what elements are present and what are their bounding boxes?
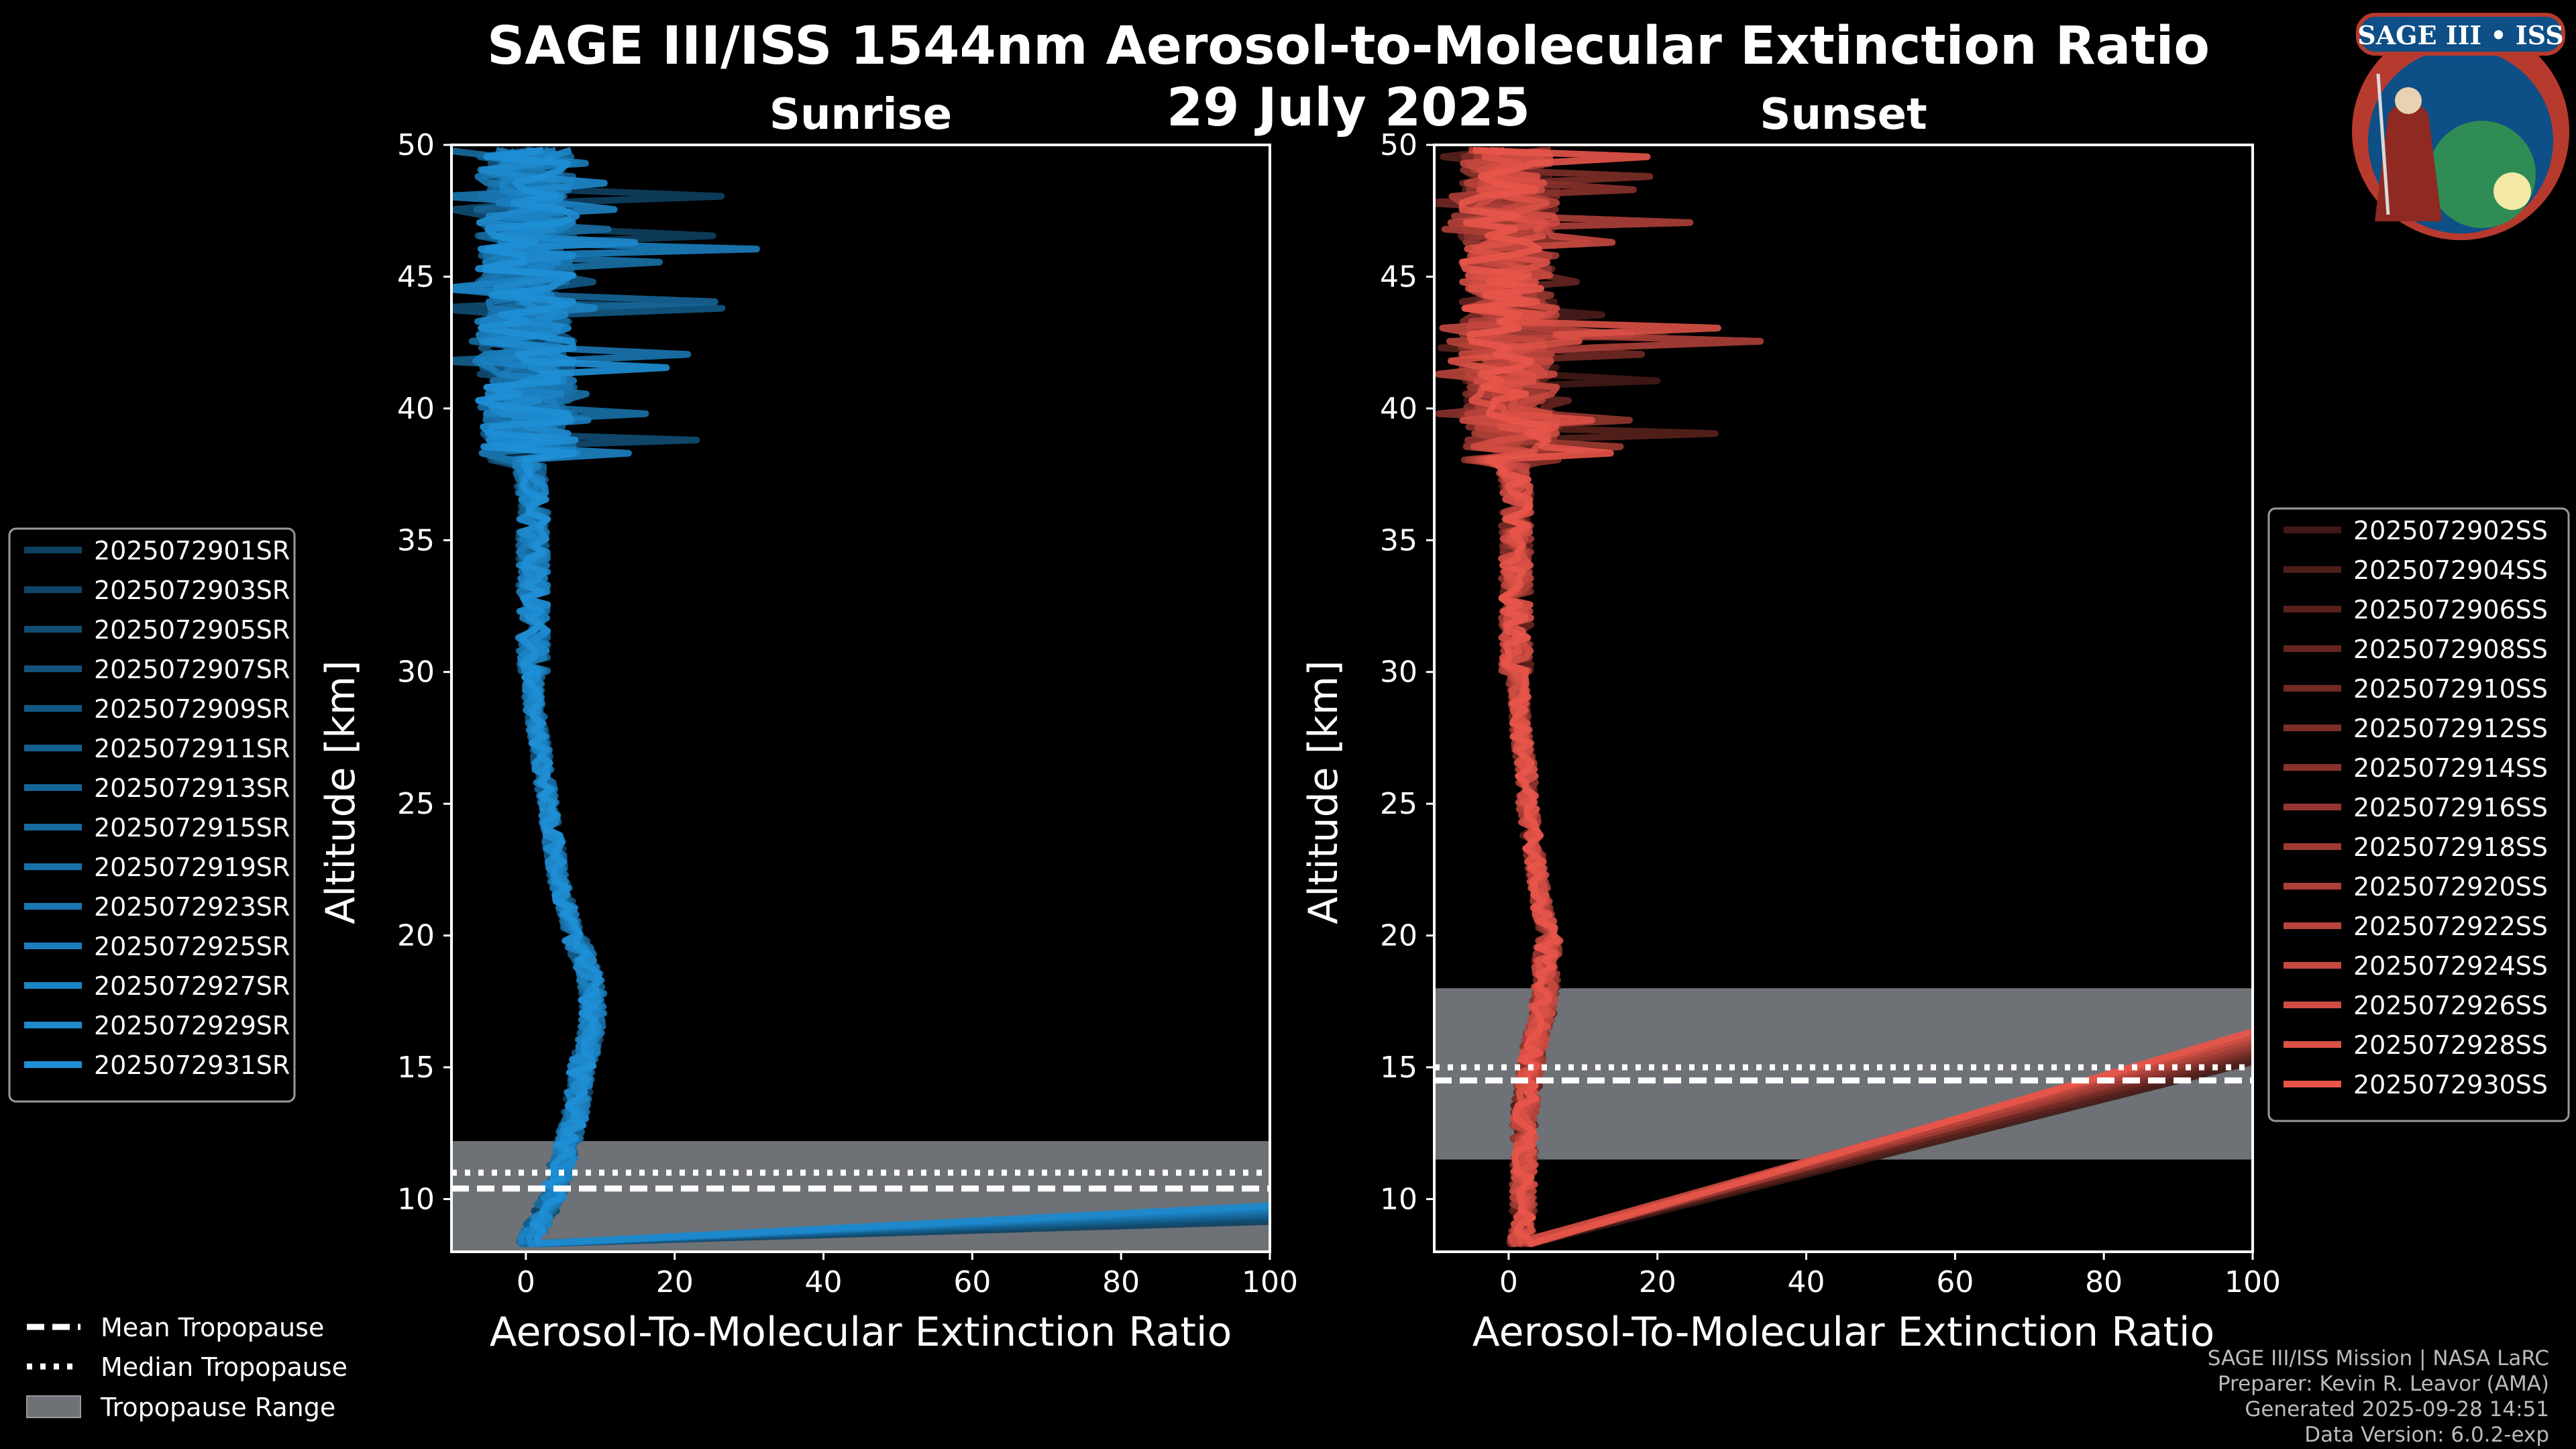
x-axis-label: Aerosol-To-Molecular Extinction Ratio bbox=[490, 1309, 1232, 1356]
y-tick-label: 30 bbox=[397, 655, 435, 690]
axes-frame bbox=[450, 144, 1271, 1253]
legend-entry-2025072920SS: 2025072920SS bbox=[2353, 872, 2548, 902]
legend-entry-2025072901SR: 2025072901SR bbox=[94, 536, 290, 566]
logo-figure-head bbox=[2395, 87, 2422, 114]
tropopause-range-label: Tropopause Range bbox=[100, 1393, 335, 1422]
legend-entry-2025072911SR: 2025072911SR bbox=[94, 734, 290, 763]
legend-entry-2025072924SS: 2025072924SS bbox=[2353, 951, 2548, 981]
logo-figure bbox=[2375, 101, 2442, 221]
legend-entry-2025072904SS: 2025072904SS bbox=[2353, 555, 2548, 585]
figure-title: SAGE III/ISS 1544nm Aerosol-to-Molecular… bbox=[487, 16, 2210, 76]
x-tick-label: 80 bbox=[1102, 1265, 1140, 1299]
logo-top-banner bbox=[2356, 13, 2565, 56]
y-tick-label: 20 bbox=[397, 919, 435, 953]
legend-entry-2025072918SS: 2025072918SS bbox=[2353, 833, 2548, 862]
logo-moon bbox=[2493, 172, 2531, 210]
median-tropopause-label: Median Tropopause bbox=[101, 1352, 347, 1382]
x-tick-label: 60 bbox=[1936, 1265, 1974, 1299]
sunrise-legend: 2025072901SR 2025072903SR 2025072905SR 2025… bbox=[8, 527, 296, 1103]
legend-entry-2025072909SR: 2025072909SR bbox=[94, 694, 290, 724]
y-tick-label: 35 bbox=[1380, 523, 1417, 557]
x-tick-label: 20 bbox=[656, 1265, 694, 1299]
x-tick-label: 40 bbox=[805, 1265, 843, 1299]
y-tick-label: 15 bbox=[1380, 1051, 1417, 1085]
legend-entry-2025072919SR: 2025072919SR bbox=[94, 853, 290, 882]
y-tick-label: 50 bbox=[1380, 128, 1417, 162]
y-tick-label: 45 bbox=[1380, 260, 1417, 294]
legend-entry-2025072922SS: 2025072922SS bbox=[2353, 912, 2548, 941]
mean-tropopause-label: Mean Tropopause bbox=[101, 1313, 324, 1342]
x-tick-label: 80 bbox=[2085, 1265, 2123, 1299]
y-tick-label: 30 bbox=[1380, 655, 1417, 690]
x-tick-label: 0 bbox=[1499, 1265, 1518, 1299]
y-tick-label: 45 bbox=[397, 260, 435, 294]
legend-entry-2025072925SR: 2025072925SR bbox=[94, 932, 290, 961]
sunset-legend: 2025072902SS 2025072904SS 2025072906SS 2025… bbox=[2267, 507, 2570, 1122]
legend-entry-2025072916SS: 2025072916SS bbox=[2353, 793, 2548, 822]
x-tick-label: 20 bbox=[1639, 1265, 1676, 1299]
legend-entry-2025072902SS: 2025072902SS bbox=[2353, 516, 2548, 545]
legend-entry-2025072931SR: 2025072931SR bbox=[94, 1051, 290, 1080]
y-tick-label: 20 bbox=[1380, 919, 1417, 953]
tropopause-range-swatch bbox=[26, 1395, 81, 1418]
y-tick-label: 10 bbox=[1380, 1182, 1417, 1216]
y-tick-label: 15 bbox=[397, 1051, 435, 1085]
sunset-panel: 0 20 40 60 80 100 10 15 20 25 30 35 40 45 50 Aerosol-To… bbox=[1300, 128, 2281, 1356]
series-lines bbox=[451, 146, 1270, 1248]
legend-entry-2025072912SS: 2025072912SS bbox=[2353, 714, 2548, 743]
y-tick-label: 25 bbox=[397, 787, 435, 821]
credit-mission: SAGE III/ISS Mission | NASA LaRC bbox=[2208, 1346, 2549, 1371]
legend-entry-2025072929SR: 2025072929SR bbox=[94, 1011, 290, 1040]
legend-box bbox=[2267, 507, 2570, 1122]
x-tick-label: 40 bbox=[1788, 1265, 1825, 1299]
sage-iii-iss-logo: SAGE III • ISS bbox=[2352, 13, 2569, 240]
x-tick-label: 100 bbox=[2224, 1265, 2281, 1299]
y-tick-label: 40 bbox=[1380, 392, 1417, 426]
axes-frame bbox=[1433, 144, 2254, 1253]
legend-entry-2025072903SR: 2025072903SR bbox=[94, 576, 290, 605]
legend-entry-2025072910SS: 2025072910SS bbox=[2353, 674, 2548, 704]
sunset-panel-title: Sunset bbox=[1760, 90, 1927, 140]
series-line-2025072931SR bbox=[475, 146, 670, 1245]
legend-entry-2025072908SS: 2025072908SS bbox=[2353, 635, 2548, 664]
figure-date: 29 July 2025 bbox=[1167, 78, 1530, 138]
y-tick-label: 10 bbox=[397, 1182, 435, 1216]
legend-entry-2025072930SS: 2025072930SS bbox=[2353, 1070, 2548, 1099]
series-line-2025072909SR bbox=[477, 146, 1270, 1248]
y-tick-label: 50 bbox=[397, 128, 435, 162]
x-tick-label: 0 bbox=[517, 1265, 535, 1299]
y-tick-label: 25 bbox=[1380, 787, 1417, 821]
legend-entry-2025072905SR: 2025072905SR bbox=[94, 615, 290, 645]
legend-entry-2025072927SR: 2025072927SR bbox=[94, 971, 290, 1001]
credit-data-version: Data Version: 6.0.2-exp bbox=[2304, 1423, 2549, 1447]
x-axis-label: Aerosol-To-Molecular Extinction Ratio bbox=[1472, 1309, 2215, 1356]
legend-entry-2025072907SR: 2025072907SR bbox=[94, 655, 290, 684]
y-axis-label: Altitude [km] bbox=[1300, 660, 1347, 924]
logo-title-text: SAGE III • ISS bbox=[2357, 20, 2563, 50]
legend-entry-2025072906SS: 2025072906SS bbox=[2353, 595, 2548, 625]
legend-entry-2025072914SS: 2025072914SS bbox=[2353, 753, 2548, 783]
logo-staff bbox=[2376, 73, 2390, 215]
legend-entry-2025072915SR: 2025072915SR bbox=[94, 813, 290, 843]
legend-entry-2025072928SS: 2025072928SS bbox=[2353, 1030, 2548, 1060]
legend-entry-2025072913SR: 2025072913SR bbox=[94, 773, 290, 803]
x-tick-label: 60 bbox=[953, 1265, 991, 1299]
sunrise-panel-title: Sunrise bbox=[769, 90, 952, 140]
series-lines bbox=[1434, 146, 2253, 1248]
series-line-2025072930SS bbox=[1458, 146, 2253, 1248]
y-tick-label: 40 bbox=[397, 392, 435, 426]
tropopause-legend: Mean Tropopause Median Tropopause Tropop… bbox=[26, 1313, 347, 1422]
y-axis-label: Altitude [km] bbox=[317, 660, 364, 924]
credits-block: SAGE III/ISS Mission | NASA LaRC Prepare… bbox=[2208, 1346, 2549, 1447]
y-tick-label: 35 bbox=[397, 523, 435, 557]
legend-entry-2025072923SR: 2025072923SR bbox=[94, 892, 290, 922]
x-tick-label: 100 bbox=[1242, 1265, 1298, 1299]
credit-preparer: Preparer: Kevin R. Leavor (AMA) bbox=[2218, 1372, 2549, 1396]
credit-generated: Generated 2025-09-28 14:51 bbox=[2245, 1397, 2549, 1421]
sunrise-panel: 0 20 40 60 80 100 10 15 20 25 30 35 40 45 50 Aerosol-To… bbox=[317, 128, 1298, 1356]
legend-entry-2025072926SS: 2025072926SS bbox=[2353, 991, 2548, 1020]
